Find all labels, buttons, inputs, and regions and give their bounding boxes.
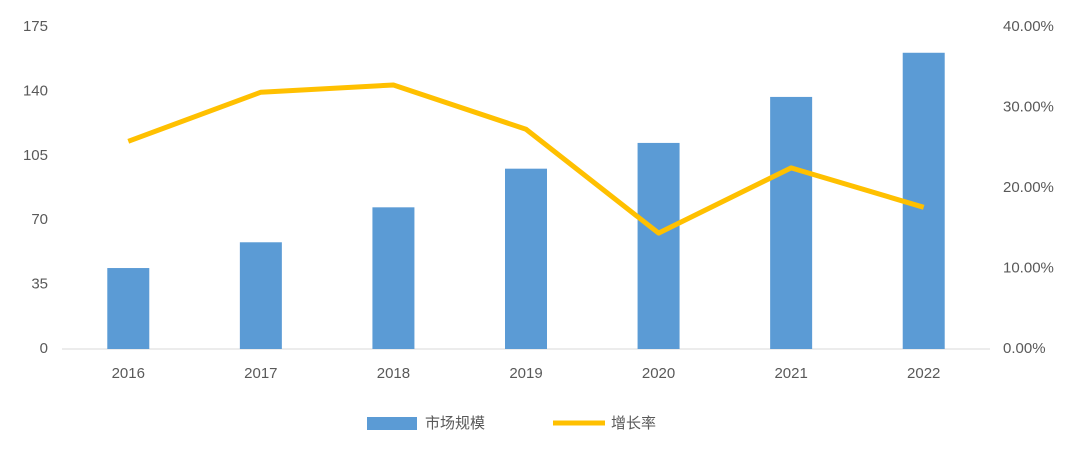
y-tick-label: 0	[40, 340, 48, 357]
bar	[107, 268, 150, 349]
legend-label: 增长率	[611, 415, 656, 432]
y2-tick-label: 0.00%	[1003, 340, 1046, 357]
y2-tick-label: 40.00%	[1003, 18, 1054, 35]
legend-label: 市场规模	[425, 415, 485, 432]
x-tick-label: 2017	[244, 365, 277, 382]
bar	[505, 168, 547, 349]
x-tick-label: 2016	[112, 365, 145, 382]
y-tick-label: 105	[23, 147, 48, 164]
x-tick-label: 2019	[509, 365, 542, 382]
bar	[239, 242, 282, 349]
y-tick-label: 35	[31, 276, 48, 293]
x-tick-label: 2022	[907, 365, 940, 382]
legend-swatch	[367, 417, 417, 430]
bar	[637, 142, 680, 349]
line	[127, 82, 925, 236]
y-tick-label: 140	[23, 82, 48, 99]
y2-tick-label: 20.00%	[1003, 179, 1054, 196]
y-tick-label: 70	[31, 211, 48, 228]
x-tick-label: 2020	[642, 365, 675, 382]
y2-tick-label: 10.00%	[1003, 259, 1054, 276]
y2-tick-label: 30.00%	[1003, 98, 1054, 115]
x-tick-label: 2018	[377, 365, 410, 382]
bar	[372, 207, 415, 349]
y-tick-label: 175	[23, 18, 48, 35]
x-tick-label: 2021	[774, 365, 807, 382]
bar	[770, 96, 813, 349]
